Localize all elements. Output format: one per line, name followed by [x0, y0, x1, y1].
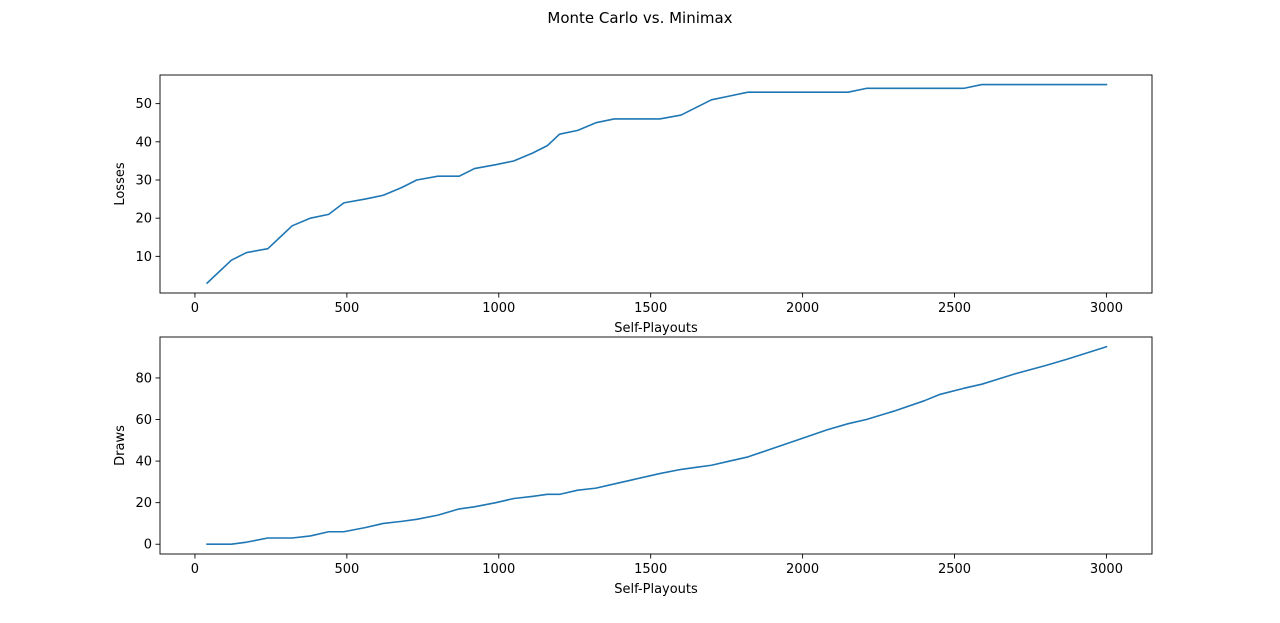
y-tick-label: 10	[135, 250, 152, 265]
y-tick-label: 20	[135, 212, 152, 227]
x-tick-label: 1000	[482, 301, 515, 316]
x-tick-label: 3000	[1090, 562, 1123, 577]
losses-subplot: 0 500 1000 1500 2000 2500 3000 10 20 30 40 50 Self…	[113, 74, 1153, 336]
losses-plot-area	[159, 74, 1153, 294]
y-tick-label: 50	[135, 97, 152, 112]
draws-x-axis: 0 500 1000 1500 2000 2500 3000	[191, 554, 1123, 577]
series-line	[206, 345, 1108, 546]
draws-y-axis-label: Draws	[113, 425, 128, 466]
y-tick-label: 0	[144, 538, 152, 553]
x-tick-label: 0	[191, 301, 199, 316]
x-tick-label: 2000	[786, 301, 819, 316]
y-tick-label: 20	[135, 496, 152, 511]
y-tick-label: 80	[135, 371, 152, 386]
draws-x-axis-label: Self-Playouts	[614, 582, 698, 597]
y-tick-label: 30	[135, 173, 152, 188]
draws-plot-area	[159, 336, 1153, 555]
x-tick-label: 500	[334, 562, 359, 577]
x-tick-label: 2500	[938, 301, 971, 316]
x-tick-label: 1500	[634, 301, 667, 316]
y-tick-label: 40	[135, 135, 152, 150]
draws-y-axis: 0 20 40 60 80	[135, 371, 160, 553]
x-tick-label: 2000	[786, 562, 819, 577]
draws-subplot: 0 500 1000 1500 2000 2500 3000 0 20 40 60 80 Self-…	[113, 336, 1153, 597]
losses-y-axis-label: Losses	[113, 162, 128, 206]
losses-x-axis-label: Self-Playouts	[614, 321, 698, 336]
x-tick-label: 2500	[938, 562, 971, 577]
x-tick-label: 0	[191, 562, 199, 577]
x-tick-label: 3000	[1090, 301, 1123, 316]
axes-frame	[159, 336, 1153, 555]
y-tick-label: 60	[135, 413, 152, 428]
axes-frame	[159, 74, 1153, 294]
figure-title: Monte Carlo vs. Minimax	[547, 9, 733, 27]
losses-y-axis: 10 20 30 40 50	[135, 97, 160, 265]
series-line	[205, 83, 1108, 285]
x-tick-label: 500	[334, 301, 359, 316]
x-tick-label: 1500	[634, 562, 667, 577]
x-tick-label: 1000	[482, 562, 515, 577]
y-tick-label: 40	[135, 455, 152, 470]
losses-x-axis: 0 500 1000 1500 2000 2500 3000	[191, 293, 1123, 316]
